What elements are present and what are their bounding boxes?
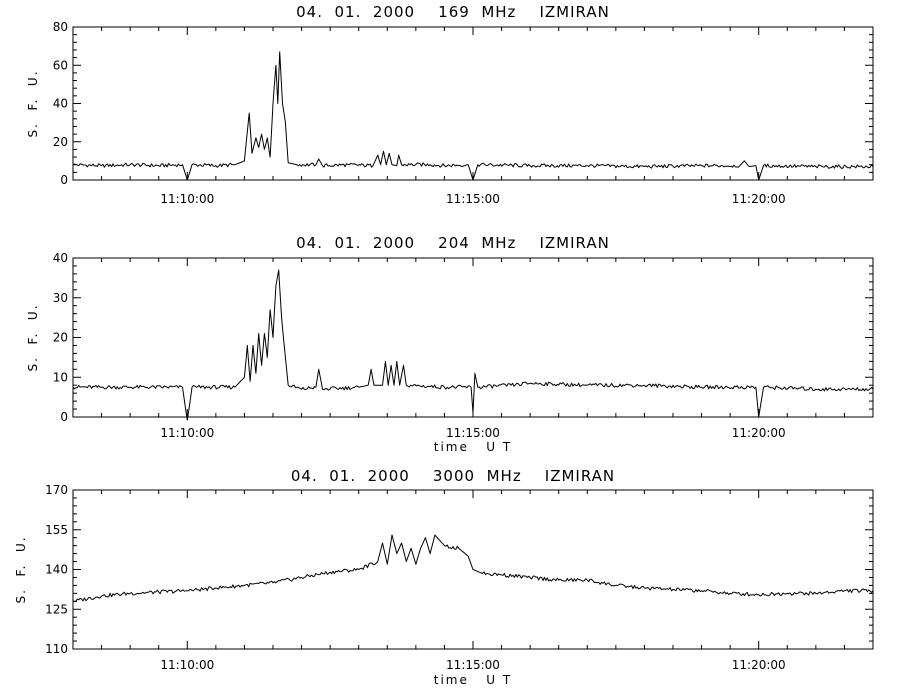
y-tick-label: 20 (53, 331, 68, 345)
series-line (73, 534, 874, 602)
x-tick-label: 11:15:00 (446, 658, 500, 672)
chart-title: 04. 01. 2000 169 MHz IZMIRAN (296, 3, 610, 21)
x-tick-label: 11:10:00 (160, 658, 214, 672)
chart-panel-169mhz: 04. 01. 2000 169 MHz IZMIRAN 0 20 40 60 80 11:… (26, 3, 874, 206)
y-axis-label: S. F. U. (26, 69, 40, 137)
chart-title: 04. 01. 2000 3000 MHz IZMIRAN (291, 467, 615, 485)
y-tick-label: 140 (45, 563, 68, 577)
x-axis-label: time U T (434, 440, 512, 454)
chart-title: 04. 01. 2000 204 MHz IZMIRAN (296, 234, 610, 252)
y-axis-label: S. F. U. (14, 535, 28, 603)
y-tick-label: 110 (45, 642, 68, 656)
x-tick-label: 11:15:00 (446, 426, 500, 440)
x-tick-label: 11:20:00 (732, 192, 786, 206)
y-tick-label: 0 (60, 173, 68, 187)
y-tick-label: 0 (60, 410, 68, 424)
y-tick-label: 10 (53, 370, 68, 384)
y-tick-label: 40 (53, 97, 68, 111)
x-tick-label: 11:15:00 (446, 192, 500, 206)
y-tick-label: 80 (53, 20, 68, 34)
x-tick-label: 11:20:00 (732, 426, 786, 440)
y-tick-label: 30 (53, 291, 68, 305)
series-line (72, 269, 874, 421)
y-axis-label: S. F. U. (26, 303, 40, 371)
y-tick-label: 170 (45, 483, 68, 497)
chart-panel-204mhz: 04. 01. 2000 204 MHz IZMIRAN 0 10 20 30 40 11:… (26, 234, 874, 454)
y-tick-label: 155 (45, 523, 68, 537)
y-tick-label: 20 (53, 135, 68, 149)
y-tick-label: 40 (53, 251, 68, 265)
x-tick-label: 11:10:00 (160, 192, 214, 206)
chart-panel-3000mhz: 04. 01. 2000 3000 MHz IZMIRAN 110 125 140 15… (14, 467, 874, 687)
x-tick-label: 11:20:00 (732, 658, 786, 672)
plot-frame (72, 257, 874, 418)
plot-frame (72, 26, 874, 181)
x-axis-label: time U T (434, 673, 512, 687)
y-tick-label: 60 (53, 58, 68, 72)
series-line (72, 51, 874, 181)
x-tick-label: 11:10:00 (160, 426, 214, 440)
y-tick-label: 125 (45, 602, 68, 616)
